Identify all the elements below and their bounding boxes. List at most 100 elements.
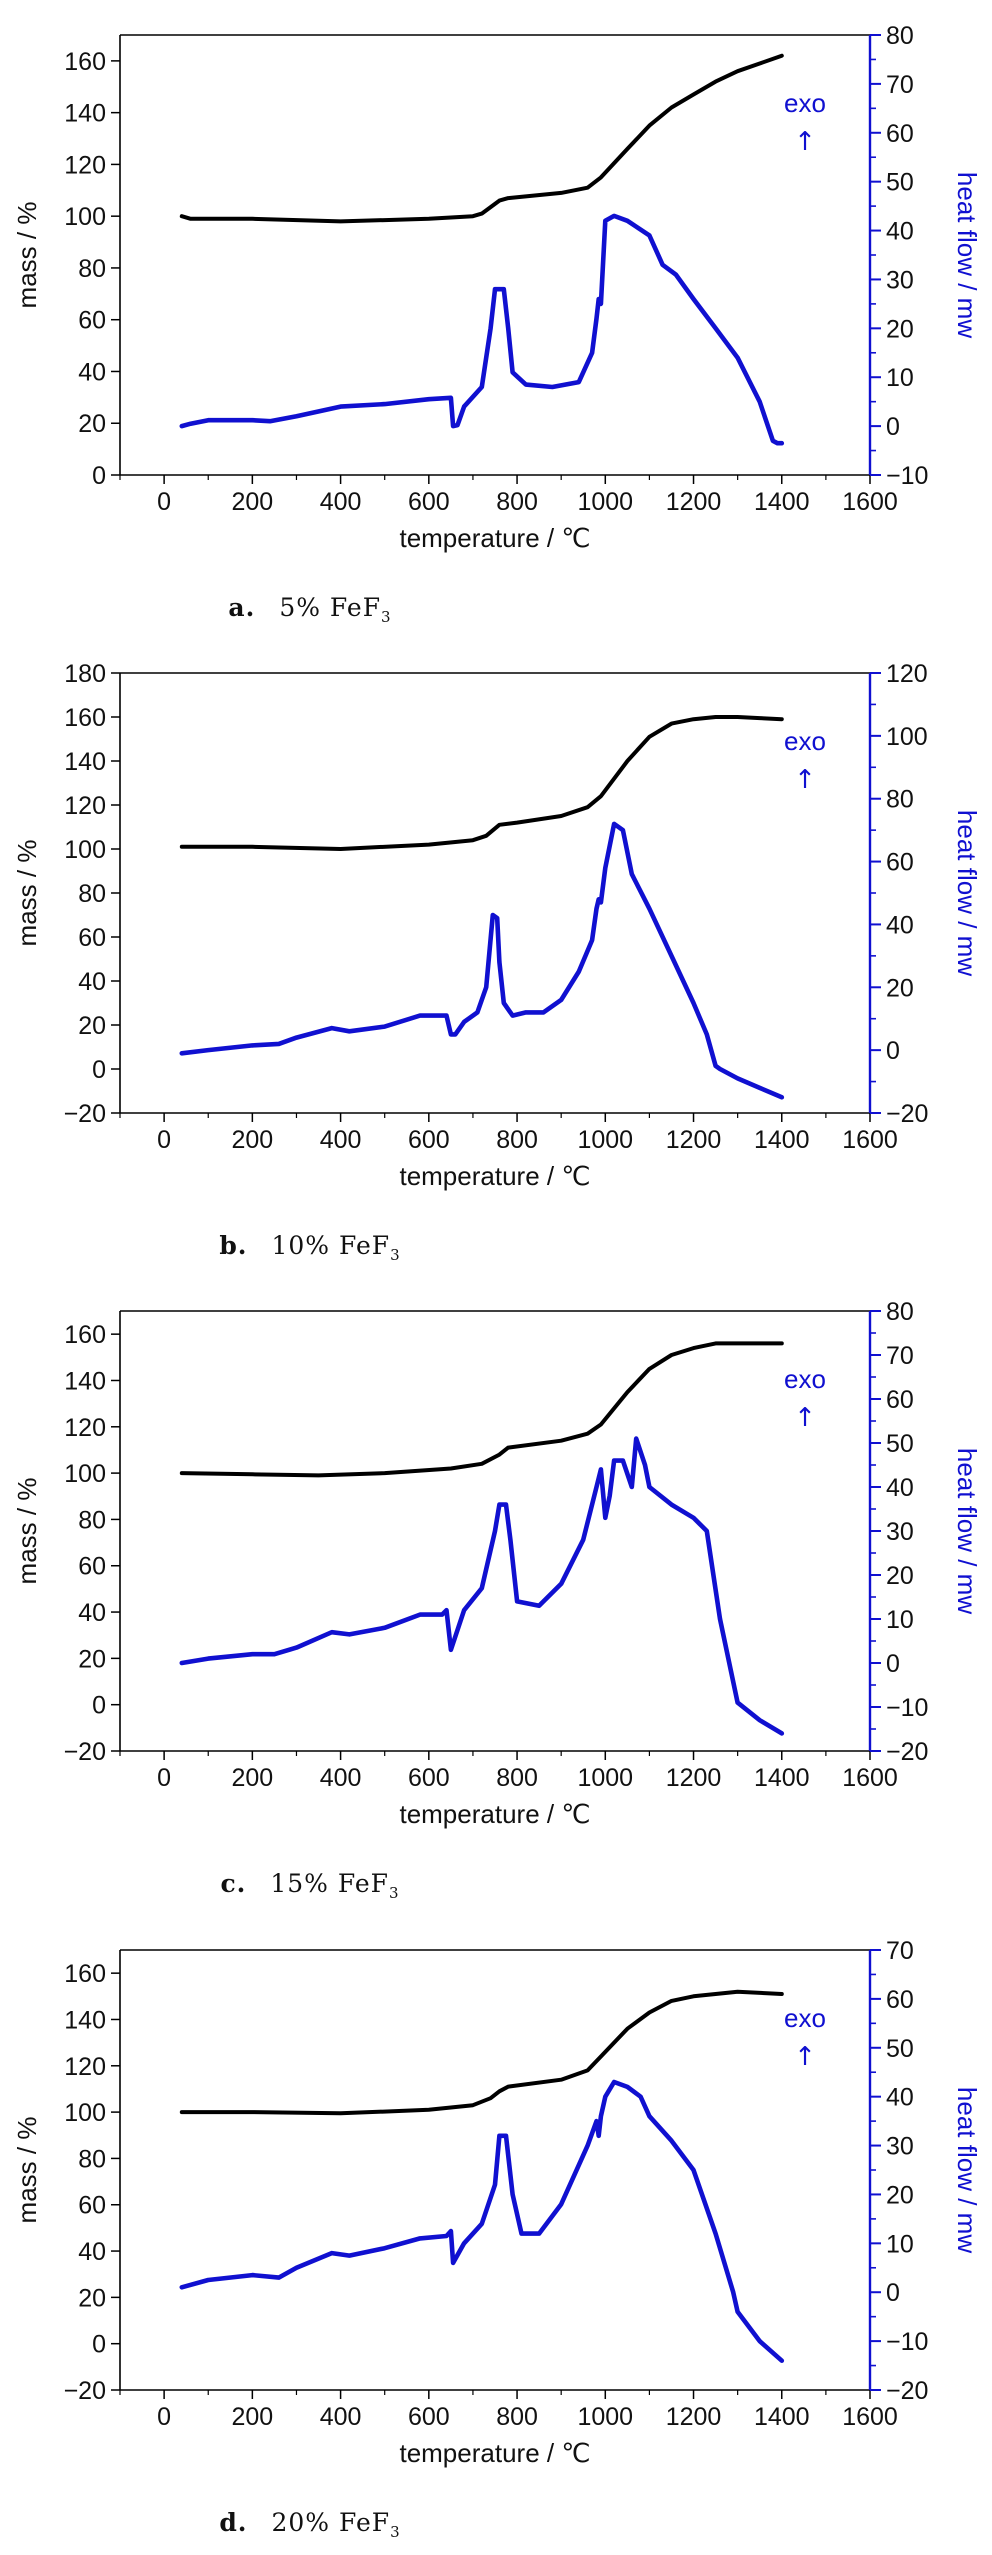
x-tick-label: 1400: [754, 2403, 810, 2431]
right-tick-label: 60: [886, 849, 914, 877]
x-tick-label: 1600: [842, 1126, 898, 1154]
x-tick-label: 200: [231, 2403, 273, 2431]
left-tick-label: 40: [78, 968, 106, 996]
x-tick-label: 1400: [754, 1764, 810, 1792]
right-tick-label: −20: [886, 1100, 928, 1128]
right-tick-label: 70: [886, 1937, 914, 1965]
right-tick-label: 60: [886, 1386, 914, 1414]
caption-subscript: 3: [390, 2523, 401, 2541]
panel-caption: a. 5% FeF3: [0, 593, 620, 626]
chart-svg: 0 200 400 600 800 1000 1200 1400 160002040608010…: [12, 22, 982, 553]
caption-letter: a.: [228, 593, 256, 622]
caption-letter: b.: [219, 1231, 248, 1260]
right-tick-label: 0: [886, 2279, 900, 2307]
exo-arrow-icon: ↑: [794, 2042, 816, 2072]
chart-panel-b: 0 200 400 600 800 1000 1200 1400 1600 −20 0 20 40 60 8…: [0, 658, 992, 1278]
chart-panel-a: 0 200 400 600 800 1000 1200 1400 1600 0 20 40 60 80 10…: [0, 20, 992, 640]
left-tick-label: 40: [78, 1599, 106, 1627]
right-tick-label: 40: [886, 1474, 914, 1502]
caption-text: 20% FeF: [271, 2508, 391, 2537]
x-tick-label: 1000: [577, 1126, 633, 1154]
right-tick-label: 10: [886, 364, 914, 392]
left-tick-label: −20: [64, 1738, 106, 1766]
left-tick-label: 20: [78, 1645, 106, 1673]
left-tick-label: 80: [78, 255, 106, 283]
x-tick-label: 1200: [666, 2403, 722, 2431]
x-tick-label: 1200: [666, 488, 722, 516]
right-tick-label: 10: [886, 2230, 914, 2258]
right-tick-label: 80: [886, 786, 914, 814]
x-tick-label: 600: [408, 1764, 450, 1792]
x-tick-label: 1600: [842, 2403, 898, 2431]
panel-caption: d. 20% FeF3: [0, 2508, 620, 2541]
x-axis-label: temperature / ℃: [399, 1799, 590, 1829]
right-tick-label: 60: [886, 120, 914, 148]
x-tick-label: 1200: [666, 1126, 722, 1154]
left-tick-label: 80: [78, 2145, 106, 2173]
x-tick-label: 400: [320, 1126, 362, 1154]
left-tick-label: 120: [64, 792, 106, 820]
exo-arrow-icon: ↑: [794, 765, 816, 795]
right-axis-label: heat flow / mw: [952, 172, 982, 338]
panel-caption: c. 15% FeF3: [0, 1869, 620, 1902]
x-tick-label: 200: [231, 1764, 273, 1792]
x-axis-label: temperature / ℃: [399, 2438, 590, 2468]
x-tick-label: 800: [496, 1764, 538, 1792]
exo-label: exo: [784, 88, 826, 118]
right-axis-label: heat flow / mw: [952, 1448, 982, 1614]
x-tick-label: 1600: [842, 488, 898, 516]
chart-panel-c: 0 200 400 600 800 1000 1200 1400 1600 −20 0 20 40 60 8…: [0, 1296, 992, 1916]
heat-flow-curve: [179, 1436, 785, 1736]
left-tick-label: 60: [78, 2192, 106, 2220]
chart-svg: 0 200 400 600 800 1000 1200 1400 1600−2002040608…: [12, 660, 982, 1191]
right-tick-label: 20: [886, 1562, 914, 1590]
right-tick-label: 0: [886, 413, 900, 441]
right-tick-label: 50: [886, 169, 914, 197]
right-tick-label: −10: [886, 1694, 928, 1722]
right-tick-label: 40: [886, 2084, 914, 2112]
caption-text: 15% FeF: [270, 1869, 390, 1898]
x-tick-label: 1200: [666, 1764, 722, 1792]
left-tick-label: 60: [78, 1553, 106, 1581]
chart-svg: 0 200 400 600 800 1000 1200 1400 1600−2002040608…: [12, 1937, 982, 2468]
left-tick-label: 0: [92, 1056, 106, 1084]
left-tick-label: 140: [64, 2006, 106, 2034]
mass-curve: [179, 53, 784, 224]
x-tick-label: 1000: [577, 1764, 633, 1792]
right-tick-label: −20: [886, 1738, 928, 1766]
right-tick-label: 0: [886, 1650, 900, 1678]
left-tick-label: 80: [78, 880, 106, 908]
caption-text: 10% FeF: [271, 1231, 391, 1260]
x-tick-label: 0: [157, 2403, 171, 2431]
heat-flow-curve: [179, 2079, 785, 2364]
right-tick-label: −20: [886, 2377, 928, 2405]
left-tick-label: 40: [78, 358, 106, 386]
x-axis-label: temperature / ℃: [399, 523, 590, 553]
left-tick-label: 0: [92, 2331, 106, 2359]
caption-subscript: 3: [381, 608, 392, 626]
left-tick-label: 140: [64, 100, 106, 128]
left-tick-label: 20: [78, 1012, 106, 1040]
x-tick-label: 400: [320, 2403, 362, 2431]
x-tick-label: 1600: [842, 1764, 898, 1792]
x-tick-label: 1000: [577, 488, 633, 516]
x-tick-label: 1000: [577, 2403, 633, 2431]
exo-label: exo: [784, 2003, 826, 2033]
caption-text: 5% FeF: [279, 593, 382, 622]
left-tick-label: 100: [64, 2099, 106, 2127]
left-tick-label: 0: [92, 462, 106, 490]
x-tick-label: 800: [496, 2403, 538, 2431]
mass-curve: [179, 715, 784, 851]
mass-curve: [179, 1989, 784, 2116]
right-tick-label: 50: [886, 1430, 914, 1458]
x-tick-label: 1400: [754, 488, 810, 516]
x-tick-label: 0: [157, 488, 171, 516]
left-tick-label: −20: [64, 2377, 106, 2405]
left-tick-label: 160: [64, 1321, 106, 1349]
left-axis-label: mass / %: [12, 2117, 42, 2224]
left-tick-label: 120: [64, 2053, 106, 2081]
heat-flow-curve: [179, 213, 785, 446]
left-tick-label: −20: [64, 1100, 106, 1128]
x-axis-label: temperature / ℃: [399, 1161, 590, 1191]
left-tick-label: 80: [78, 1506, 106, 1534]
